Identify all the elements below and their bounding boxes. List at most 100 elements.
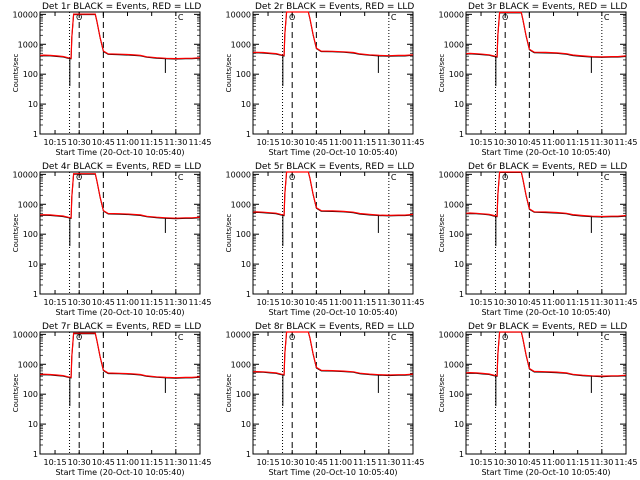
top-marker: O <box>289 13 295 22</box>
y-tick-label: 1 <box>459 130 464 139</box>
lld-series-line <box>466 11 627 58</box>
y-tick-label: 1000 <box>18 360 38 369</box>
y-axis-label: Counts/sec <box>225 214 233 253</box>
y-axis-label: Counts/sec <box>438 214 446 253</box>
y-tick-label: 1000 <box>444 40 464 49</box>
x-tick-label: 10:15 <box>44 138 67 147</box>
top-marker: C <box>178 13 184 22</box>
x-tick-label: 11:00 <box>542 298 565 307</box>
x-tick-label: 11:30 <box>590 298 613 307</box>
x-tick-label: 11:00 <box>329 298 352 307</box>
x-axis-label: Start Time (20-Oct-10 10:05:40) <box>268 148 397 157</box>
x-tick-label: 11:15 <box>566 298 589 307</box>
top-marker: O <box>502 333 508 342</box>
panel-title: Det 9r BLACK = Events, RED = LLD <box>468 322 627 332</box>
top-marker: O <box>76 13 82 22</box>
y-axis-label: Counts/sec <box>12 374 20 413</box>
x-tick-label: 10:45 <box>92 458 115 467</box>
top-marker: O <box>502 13 508 22</box>
panel-title: Det 6r BLACK = Events, RED = LLD <box>468 162 627 172</box>
x-tick-label: 10:30 <box>494 298 517 307</box>
y-tick-label: 10 <box>454 420 464 429</box>
y-tick-label: 10000 <box>13 10 38 19</box>
panel-title: Det 2r BLACK = Events, RED = LLD <box>255 2 414 12</box>
x-tick-label: 10:15 <box>257 298 280 307</box>
y-tick-label: 10 <box>241 100 251 109</box>
x-tick-label: 10:30 <box>494 138 517 147</box>
panel-title: Det 3r BLACK = Events, RED = LLD <box>468 2 627 12</box>
panel-title: Det 5r BLACK = Events, RED = LLD <box>255 162 414 172</box>
panel-6: Det 6r BLACK = Events, RED = LLD 10:15 10:… <box>438 162 638 317</box>
y-tick-label: 10 <box>454 100 464 109</box>
x-tick-label: 10:30 <box>68 458 91 467</box>
y-tick-label: 10 <box>241 260 251 269</box>
x-tick-label: 11:45 <box>401 298 424 307</box>
plot-frame <box>39 171 201 295</box>
y-tick-label: 100 <box>23 70 38 79</box>
plot-frame <box>252 171 414 295</box>
x-axis-label: Start Time (20-Oct-10 10:05:40) <box>481 468 610 477</box>
x-axis-label: Start Time (20-Oct-10 10:05:40) <box>55 308 184 317</box>
x-axis-label: Start Time (20-Oct-10 10:05:40) <box>55 148 184 157</box>
y-tick-label: 10000 <box>13 170 38 179</box>
x-tick-label: 11:00 <box>116 138 139 147</box>
y-tick-label: 10000 <box>439 10 464 19</box>
x-tick-label: 10:15 <box>257 458 280 467</box>
y-axis-label: Counts/sec <box>12 54 20 93</box>
x-tick-label: 11:30 <box>590 138 613 147</box>
y-tick-label: 10 <box>28 260 38 269</box>
x-tick-label: 11:30 <box>590 458 613 467</box>
plot-frame <box>252 11 414 135</box>
y-tick-label: 1000 <box>231 200 251 209</box>
x-tick-label: 11:45 <box>614 138 637 147</box>
panel-title: Det 4r BLACK = Events, RED = LLD <box>42 162 201 172</box>
x-tick-label: 11:15 <box>353 138 376 147</box>
y-tick-label: 1000 <box>444 200 464 209</box>
y-tick-label: 1000 <box>231 40 251 49</box>
top-marker: C <box>178 333 184 342</box>
x-tick-label: 11:30 <box>377 298 400 307</box>
x-axis-label: Start Time (20-Oct-10 10:05:40) <box>481 308 610 317</box>
x-tick-label: 10:15 <box>470 298 493 307</box>
plot-frame <box>39 11 201 135</box>
top-marker: C <box>604 333 610 342</box>
top-marker: O <box>76 173 82 182</box>
x-tick-label: 10:15 <box>470 138 493 147</box>
x-tick-label: 11:30 <box>377 138 400 147</box>
top-marker: C <box>391 13 397 22</box>
lld-series-line <box>466 171 627 218</box>
y-axis-label: Counts/sec <box>225 374 233 413</box>
y-tick-label: 1 <box>459 450 464 459</box>
x-tick-label: 10:45 <box>305 138 328 147</box>
y-tick-label: 100 <box>236 390 251 399</box>
y-tick-label: 100 <box>23 390 38 399</box>
y-tick-label: 1 <box>246 290 251 299</box>
y-axis-label: Counts/sec <box>438 54 446 93</box>
x-tick-label: 11:15 <box>140 138 163 147</box>
top-marker: O <box>289 173 295 182</box>
y-tick-label: 1000 <box>18 40 38 49</box>
x-tick-label: 10:30 <box>281 458 304 467</box>
panel-title: Det 8r BLACK = Events, RED = LLD <box>255 322 414 332</box>
y-tick-label: 1 <box>459 290 464 299</box>
lld-series-line <box>40 173 201 219</box>
x-tick-label: 11:45 <box>188 298 211 307</box>
x-tick-label: 11:30 <box>377 458 400 467</box>
top-marker: C <box>391 333 397 342</box>
top-marker: O <box>502 173 508 182</box>
x-tick-label: 11:00 <box>329 138 352 147</box>
y-tick-label: 10 <box>241 420 251 429</box>
y-tick-label: 10 <box>28 100 38 109</box>
x-axis-label: Start Time (20-Oct-10 10:05:40) <box>481 148 610 157</box>
y-tick-label: 1000 <box>18 200 38 209</box>
x-tick-label: 11:15 <box>566 458 589 467</box>
x-tick-label: 10:30 <box>68 138 91 147</box>
plot-frame <box>465 11 627 135</box>
lld-series-line <box>40 13 201 60</box>
x-tick-label: 11:45 <box>188 458 211 467</box>
y-tick-label: 10 <box>28 420 38 429</box>
